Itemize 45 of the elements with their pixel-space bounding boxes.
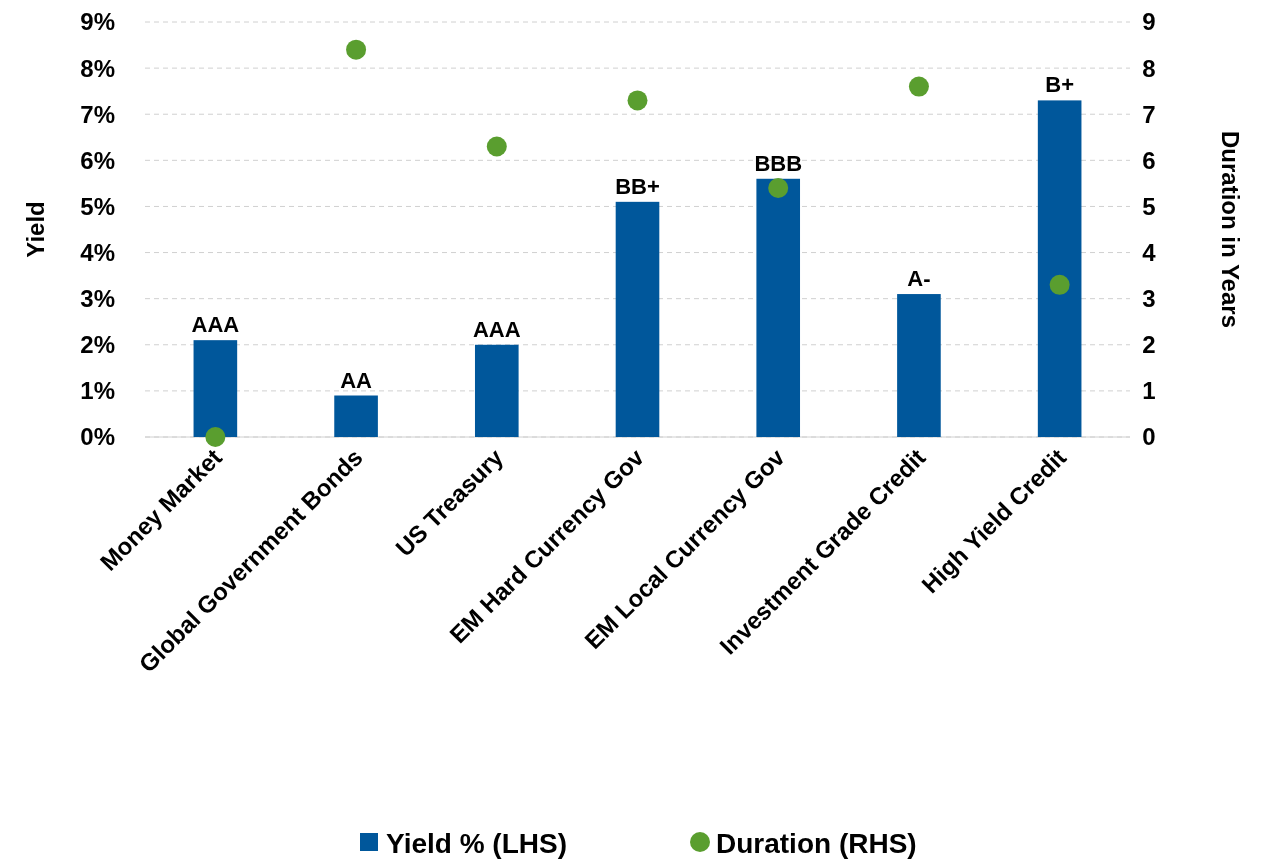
- y2-tick-label: 8: [1142, 54, 1156, 82]
- y-tick-label: 3%: [80, 285, 115, 313]
- bar: [1037, 100, 1082, 437]
- data-label: AAA: [472, 316, 521, 342]
- bar: [334, 395, 378, 437]
- bar: [756, 178, 801, 437]
- legend-label: Duration (RHS): [716, 827, 917, 859]
- data-label: AAA: [191, 312, 240, 338]
- y2-tick-label: 4: [1142, 238, 1157, 266]
- point: [486, 136, 507, 157]
- point: [1049, 274, 1070, 295]
- point: [205, 427, 226, 447]
- y-tick-label: 4%: [80, 238, 115, 266]
- legend-label: Yield % (LHS): [386, 827, 567, 859]
- y-tick-label: 6%: [80, 146, 115, 174]
- data-label: BB+: [615, 173, 660, 199]
- point: [627, 90, 648, 111]
- y-tick-label: 8%: [80, 54, 115, 82]
- y-tick-label: 7%: [80, 100, 115, 128]
- y2-tick-label: 1: [1142, 377, 1156, 405]
- data-label: A-: [907, 266, 931, 292]
- y-tick-label: 9%: [80, 8, 115, 36]
- y2-axis-title: Duration in Years: [1217, 131, 1244, 328]
- bar: [615, 201, 660, 437]
- data-label: BBB: [754, 150, 803, 176]
- y-tick-label: 2%: [80, 331, 115, 359]
- y2-tick-label: 5: [1142, 192, 1156, 220]
- y-tick-label: 1%: [80, 377, 115, 405]
- point: [346, 39, 367, 60]
- y2-tick-label: 6: [1142, 146, 1156, 174]
- data-label: B+: [1045, 72, 1075, 98]
- y2-tick-label: 2: [1142, 331, 1156, 359]
- y-axis-title: Yield: [22, 201, 49, 258]
- data-label: AA: [340, 367, 373, 393]
- bar: [474, 344, 519, 437]
- y-tick-label: 0%: [80, 423, 115, 451]
- y2-tick-label: 9: [1142, 8, 1156, 36]
- y2-tick-label: 3: [1142, 285, 1156, 313]
- point: [768, 178, 789, 198]
- y2-tick-label: 0: [1142, 423, 1156, 451]
- point: [908, 76, 929, 97]
- y2-tick-label: 7: [1142, 100, 1156, 128]
- y-tick-label: 5%: [80, 192, 115, 220]
- bar: [897, 294, 941, 437]
- bar: [193, 340, 238, 437]
